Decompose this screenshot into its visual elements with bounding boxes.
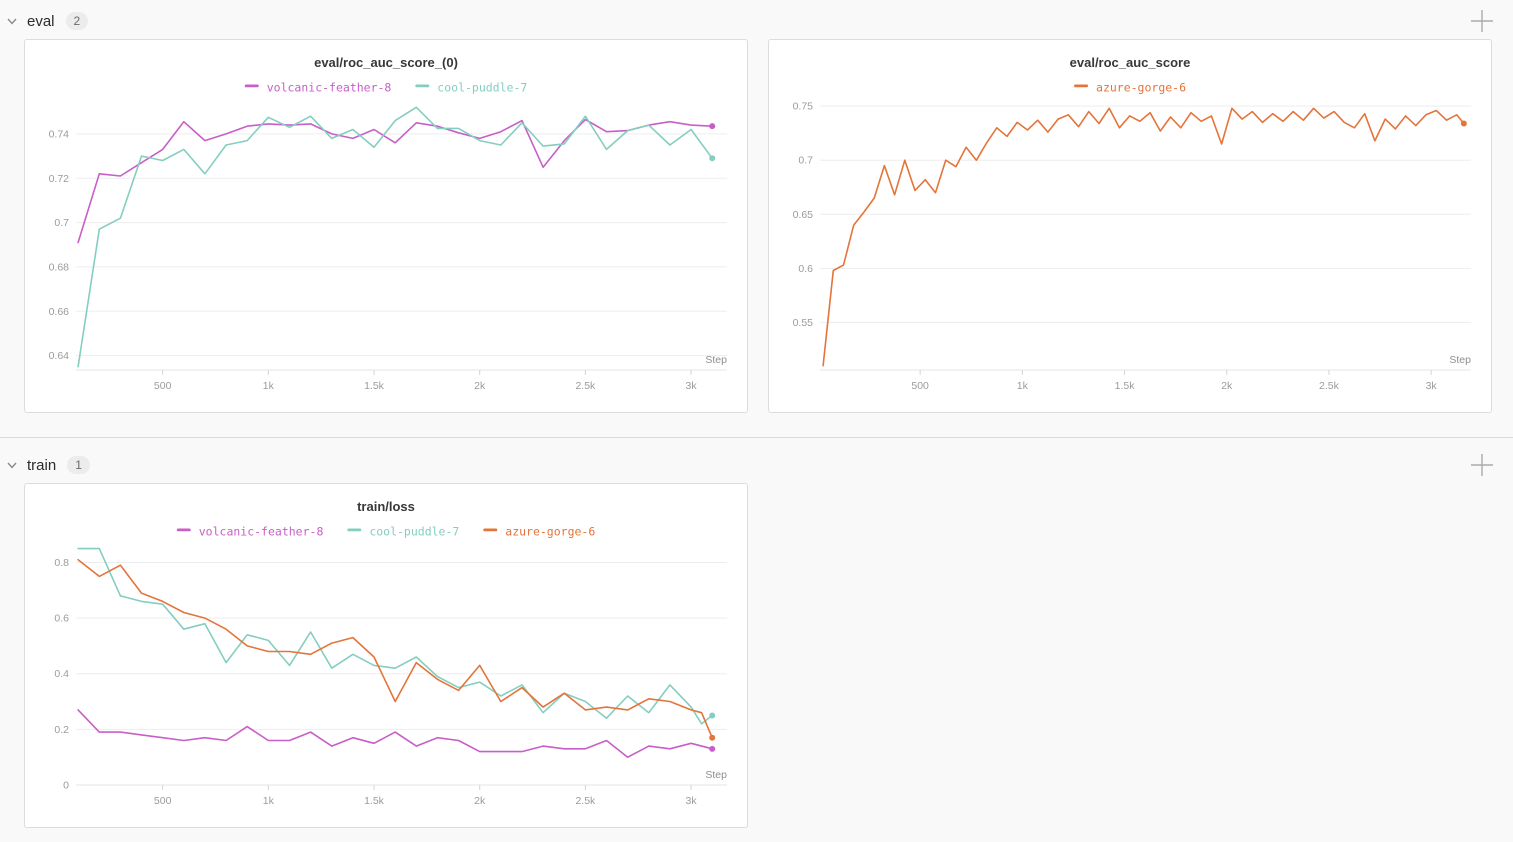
legend-swatch (483, 528, 498, 532)
add-panel-button[interactable] (1467, 6, 1497, 36)
x-tick-label: 2k (474, 795, 486, 807)
series-end-dot-azure-gorge-6[interactable] (709, 734, 716, 741)
chevron-down-icon[interactable] (4, 457, 20, 473)
series-end-dot-volcanic-feather-8[interactable] (709, 123, 716, 130)
legend-item-volcanic-feather-8[interactable]: volcanic-feather-8 (176, 525, 324, 539)
chart-train-loss: train/loss volcanic-feather-8 cool-puddle-… (54, 499, 727, 807)
section-title[interactable]: train (27, 456, 57, 474)
y-tick-label: 0.68 (49, 261, 70, 273)
x-tick-label: 3k (686, 795, 698, 807)
section-eval-header: eval 2 (0, 4, 1513, 38)
chart-eval-roc-auc-score-0: eval/roc_auc_score_(0) volcanic-feather-8… (49, 55, 728, 392)
x-tick-label: 500 (911, 380, 929, 392)
train-panels-row: train/loss volcanic-feather-8 cool-puddle-… (0, 482, 1513, 828)
x-tick-label: 500 (154, 380, 172, 392)
legend-label: volcanic-feather-8 (267, 81, 392, 95)
x-tick-label: 1.5k (364, 380, 385, 392)
legend-swatch (415, 84, 430, 88)
legend-swatch (1074, 84, 1089, 88)
chevron-down-icon[interactable] (4, 13, 20, 29)
section-train-header: train 1 (0, 448, 1513, 482)
plus-icon (1471, 10, 1493, 32)
legend-swatch (176, 528, 191, 532)
legend-label: azure-gorge-6 (1096, 81, 1186, 95)
x-tick-label: 2k (474, 380, 486, 392)
y-tick-label: 0.8 (54, 557, 69, 569)
x-tick-label: 2.5k (1319, 380, 1340, 392)
y-tick-label: 0.64 (49, 350, 70, 362)
y-tick-label: 0.7 (798, 155, 813, 167)
y-tick-label: 0.2 (54, 724, 69, 736)
section-title[interactable]: eval (27, 12, 55, 30)
x-tick-label: 3k (686, 380, 698, 392)
x-tick-label: 1.5k (1115, 380, 1136, 392)
series-end-dot-cool-puddle-7[interactable] (709, 155, 716, 162)
x-tick-label: 500 (154, 795, 172, 807)
x-tick-label: 1k (263, 795, 275, 807)
y-tick-label: 0.6 (798, 263, 813, 275)
panel-eval-roc-auc-score-0[interactable]: eval/roc_auc_score_(0) volcanic-feather-8… (24, 39, 748, 413)
panel-count-badge: 1 (67, 456, 90, 474)
series-line-volcanic-feather-8[interactable] (77, 118, 713, 244)
series-line-cool-puddle-7[interactable] (77, 106, 713, 368)
legend-swatch (347, 528, 362, 532)
legend-label: azure-gorge-6 (505, 525, 595, 539)
x-tick-label: 2.5k (575, 380, 596, 392)
legend-item-cool-puddle-7[interactable]: cool-puddle-7 (347, 525, 459, 539)
panel-eval-roc-auc-score[interactable]: eval/roc_auc_score azure-gorge-6 0.55 0.6 0.… (768, 39, 1492, 413)
legend-item-azure-gorge-6[interactable]: azure-gorge-6 (483, 525, 595, 539)
y-tick-label: 0.55 (793, 317, 814, 329)
series-end-dot-volcanic-feather-8[interactable] (709, 745, 716, 752)
series-end-dot-azure-gorge-6[interactable] (1460, 120, 1467, 127)
x-tick-label: 1k (1017, 380, 1029, 392)
x-tick-label: 2k (1221, 380, 1233, 392)
legend-item-azure-gorge-6[interactable]: azure-gorge-6 (1074, 81, 1186, 95)
series-line-azure-gorge-6[interactable] (77, 558, 713, 739)
y-tick-label: 0.7 (54, 217, 69, 229)
section-eval: eval 2 eval/roc_auc_score_(0) volcanic-fe… (0, 0, 1513, 413)
legend-label: cool-puddle-7 (369, 525, 459, 539)
legend-label: cool-puddle-7 (437, 81, 527, 95)
y-tick-label: 0 (63, 780, 69, 792)
x-tick-label: 1k (263, 380, 275, 392)
y-tick-label: 0.66 (49, 306, 70, 318)
series-line-cool-puddle-7[interactable] (77, 547, 713, 725)
chart-title: eval/roc_auc_score (1070, 55, 1191, 70)
y-tick-label: 0.6 (54, 613, 69, 625)
plus-icon (1471, 454, 1493, 476)
series-line-azure-gorge-6[interactable] (822, 107, 1465, 367)
add-panel-button[interactable] (1467, 450, 1497, 480)
x-tick-label: 1.5k (364, 795, 385, 807)
y-tick-label: 0.4 (54, 668, 69, 680)
eval-panels-row: eval/roc_auc_score_(0) volcanic-feather-8… (0, 38, 1513, 413)
x-axis-title: Step (705, 354, 727, 366)
series-line-volcanic-feather-8[interactable] (77, 709, 713, 758)
legend-label: volcanic-feather-8 (199, 525, 324, 539)
chart-title: eval/roc_auc_score_(0) (314, 55, 458, 70)
panel-train-loss[interactable]: train/loss volcanic-feather-8 cool-puddle-… (24, 483, 748, 828)
legend-item-cool-puddle-7[interactable]: cool-puddle-7 (415, 81, 527, 95)
chart-title: train/loss (357, 499, 415, 514)
y-tick-label: 0.65 (793, 209, 814, 221)
section-train: train 1 train/loss volcanic-feather-8 cool… (0, 437, 1513, 828)
series-end-dot-cool-puddle-7[interactable] (709, 712, 716, 719)
panel-count-badge: 2 (65, 12, 89, 30)
chart-eval-roc-auc-score: eval/roc_auc_score azure-gorge-6 0.55 0.6 0.… (793, 55, 1472, 392)
legend-swatch (244, 84, 259, 88)
y-tick-label: 0.74 (49, 128, 70, 140)
x-axis-title: Step (705, 769, 727, 781)
x-tick-label: 2.5k (575, 795, 596, 807)
legend-item-volcanic-feather-8[interactable]: volcanic-feather-8 (244, 81, 392, 95)
x-axis-title: Step (1449, 354, 1471, 366)
x-tick-label: 3k (1426, 380, 1438, 392)
y-tick-label: 0.75 (793, 101, 814, 113)
y-tick-label: 0.72 (49, 173, 70, 185)
